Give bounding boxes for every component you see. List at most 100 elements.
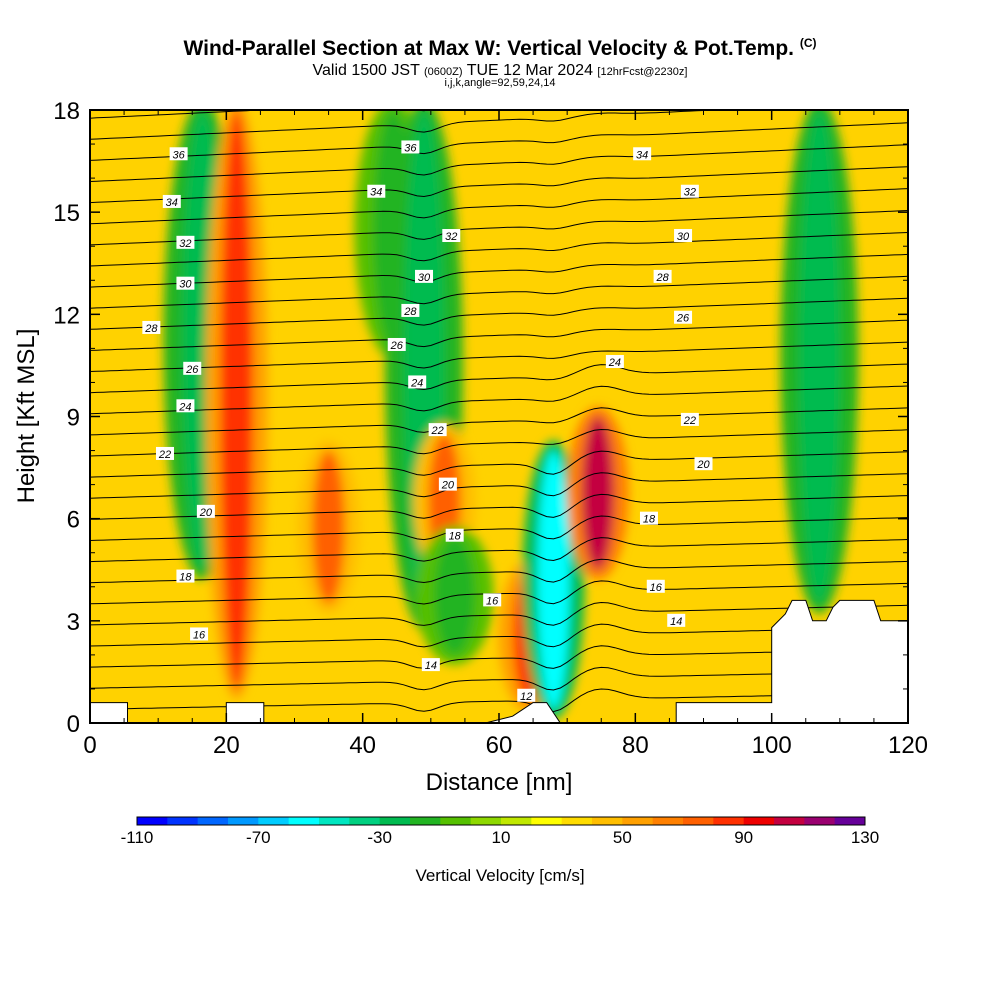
theta-contour-line: [90, 319, 908, 351]
contour-label: 22: [155, 446, 174, 461]
colorbar-tick-label: -70: [246, 828, 271, 847]
contour-label: 26: [674, 310, 693, 325]
theta-contour-line: [90, 188, 908, 225]
y-tick-label: 9: [67, 405, 80, 432]
contour-label-box: [415, 269, 434, 283]
contour-label-text: 28: [655, 272, 669, 284]
contour-label-box: [387, 337, 406, 351]
contour-label-box: [190, 627, 209, 641]
theta-contour-line: [90, 110, 725, 140]
contour-label: 22: [428, 423, 447, 437]
x-tick-label: 60: [486, 732, 513, 759]
subtitle-date: TUE 12 Mar 2024: [466, 62, 593, 79]
contour-label: 36: [169, 147, 188, 161]
colorbar-tick-label: 130: [851, 828, 879, 847]
colorbar-swatch: [288, 817, 320, 825]
colorbar-swatch: [774, 817, 805, 825]
contour-label: 18: [639, 511, 658, 526]
colorbar-swatch: [167, 817, 199, 825]
chart-title: Wind-Parallel Section at Max W: Vertical…: [0, 36, 1000, 61]
theta-contour-line: [90, 601, 908, 626]
contour-label: 16: [190, 627, 209, 641]
contour-label-box: [438, 477, 457, 491]
contour-label-box: [421, 658, 440, 672]
contour-label: 14: [667, 613, 686, 628]
contour-label-box: [680, 412, 699, 426]
contour-label-box: [633, 147, 652, 161]
y-tick-label: 3: [67, 609, 80, 636]
contour-label-box: [176, 235, 195, 249]
theta-contour-line: [90, 558, 908, 584]
colorbar-tick-label: 10: [492, 828, 511, 847]
colorbar-tick-label: 50: [613, 828, 632, 847]
contour-label-text: 32: [684, 187, 696, 199]
theta-contour-line: [90, 341, 908, 372]
contour-label: 34: [633, 147, 652, 161]
contour-label-text: 26: [676, 313, 690, 325]
colorbar-swatch: [470, 817, 502, 825]
colorbar-swatch: [319, 817, 350, 825]
contour-label-text: 22: [683, 415, 696, 427]
contour-label: 22: [680, 412, 699, 427]
contour-label: 32: [680, 184, 699, 199]
contour-label-text: 24: [410, 377, 423, 389]
contour-label-text: 34: [166, 197, 178, 209]
contour-label: 28: [142, 320, 161, 335]
contour-label: 34: [162, 194, 181, 209]
contour-label-box: [667, 613, 686, 627]
theta-contour-line: [90, 472, 908, 499]
theta-contour-line: [90, 450, 908, 478]
theta-contour-line: [90, 297, 908, 330]
contour-label-text: 34: [636, 149, 648, 161]
contour-label-box: [605, 355, 624, 369]
velocity-band-core: [798, 110, 840, 604]
contour-label-box: [176, 399, 195, 413]
contour-label-text: 36: [172, 149, 185, 161]
x-tick-label: 0: [83, 732, 96, 759]
theta-contour-line: [90, 122, 908, 161]
contour-label-box: [176, 569, 195, 583]
contour-label-box: [155, 446, 174, 460]
contour-label-box: [176, 276, 195, 290]
contour-label: 32: [442, 229, 461, 243]
y-tick-label: 18: [53, 98, 80, 125]
contour-label-box: [483, 593, 502, 607]
contour-label: 20: [694, 457, 713, 471]
contour-label-box: [428, 423, 447, 437]
colorbar-swatch: [804, 817, 836, 825]
theta-contour-line: [90, 428, 908, 457]
colorbar-swatch: [440, 817, 472, 825]
contour-label-text: 20: [441, 480, 455, 492]
contour-label-text: 28: [403, 306, 417, 318]
subtitle-valid: Valid 1500 JST: [312, 62, 420, 79]
colorbar-swatch: [622, 817, 654, 825]
colorbar-swatch: [561, 817, 593, 825]
contour-label: 30: [176, 276, 195, 291]
colorbar-swatch: [834, 817, 866, 825]
contour-label-box: [442, 229, 461, 243]
contour-label-text: 30: [179, 279, 192, 291]
colorbar-tick-label: 90: [734, 828, 753, 847]
colorbar-swatch: [410, 817, 441, 825]
contour-label-box: [367, 184, 386, 198]
contour-label: 20: [438, 477, 457, 492]
contour-label-text: 36: [404, 142, 417, 154]
colorbar-tick-label: -30: [367, 828, 392, 847]
contour-label: 18: [176, 569, 195, 584]
theta-contour-line: [90, 275, 908, 309]
theta-contour-line: [90, 407, 908, 436]
contour-label-text: 22: [158, 449, 171, 461]
colorbar-swatch: [197, 817, 229, 825]
contour-label: 16: [646, 579, 665, 594]
theta-contour-line: [90, 493, 908, 520]
contour-label-box: [169, 147, 188, 161]
theta-contour-line: [90, 210, 908, 246]
colorbar-label: Vertical Velocity [cm/s]: [415, 866, 584, 885]
contour-label-box: [694, 457, 713, 471]
chart-indices: i,j,k,angle=92,59,24,14: [444, 77, 556, 89]
contour-label: 28: [653, 269, 672, 284]
contour-label-text: 14: [425, 660, 437, 672]
contour-label-text: 30: [677, 231, 690, 243]
contour-label-text: 32: [445, 231, 457, 243]
colorbar: -110 -70 -30 10 50 90 130: [121, 816, 879, 847]
